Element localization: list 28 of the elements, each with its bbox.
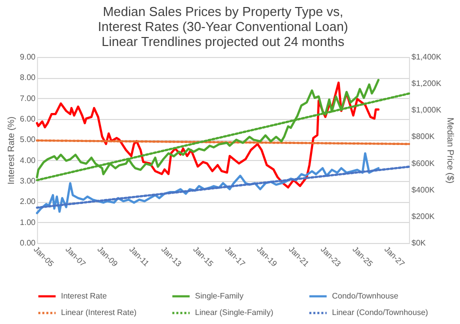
legend-label: Linear (Condo/Townhouse) — [332, 308, 428, 317]
y2-tick-label: $1,400K — [412, 52, 442, 62]
legend-label: Linear (Interest Rate) — [61, 308, 137, 317]
legend-label: Condo/Townhouse — [332, 291, 399, 300]
y-tick-label: 2.00 — [20, 197, 36, 206]
y-tick-label: 6.00 — [20, 114, 36, 124]
y2-tick-label: $200K — [412, 212, 436, 221]
y2-axis-title: Median Price ($) — [445, 117, 456, 184]
y-tick-label: 5.00 — [20, 135, 36, 144]
y-tick-label: 3.00 — [20, 176, 36, 186]
y-tick-label: 1.00 — [20, 218, 36, 227]
legend-label: Single-Family — [195, 291, 244, 300]
y-tick-label: 9.00 — [20, 52, 36, 62]
y-tick-label: 7.00 — [20, 94, 36, 103]
y-tick-label: 8.00 — [20, 73, 36, 82]
y2-tick-label: $800K — [412, 132, 436, 142]
y2-tick-label: $400K — [412, 185, 436, 194]
y2-tick-label: $0K — [412, 238, 426, 248]
line-series — [36, 152, 380, 214]
legend-label: Linear (Single-Family) — [195, 308, 274, 317]
chart-title: Median Sales Prices by Property Type vs, Interest Rates (30-Year Conventional Loan) Linear Trendlines projected out 24 months — [98, 4, 348, 49]
y2-tick-label: $600K — [412, 158, 436, 168]
y-tick-label: 0.00 — [20, 238, 36, 248]
y-axis-title: Interest Rate (%) — [6, 116, 16, 185]
y2-tick-label: $1,000K — [412, 106, 442, 115]
y-tick-label: 4.00 — [20, 156, 36, 165]
legend-label: Interest Rate — [61, 291, 108, 300]
y2-tick-label: $1,200K — [412, 79, 442, 88]
